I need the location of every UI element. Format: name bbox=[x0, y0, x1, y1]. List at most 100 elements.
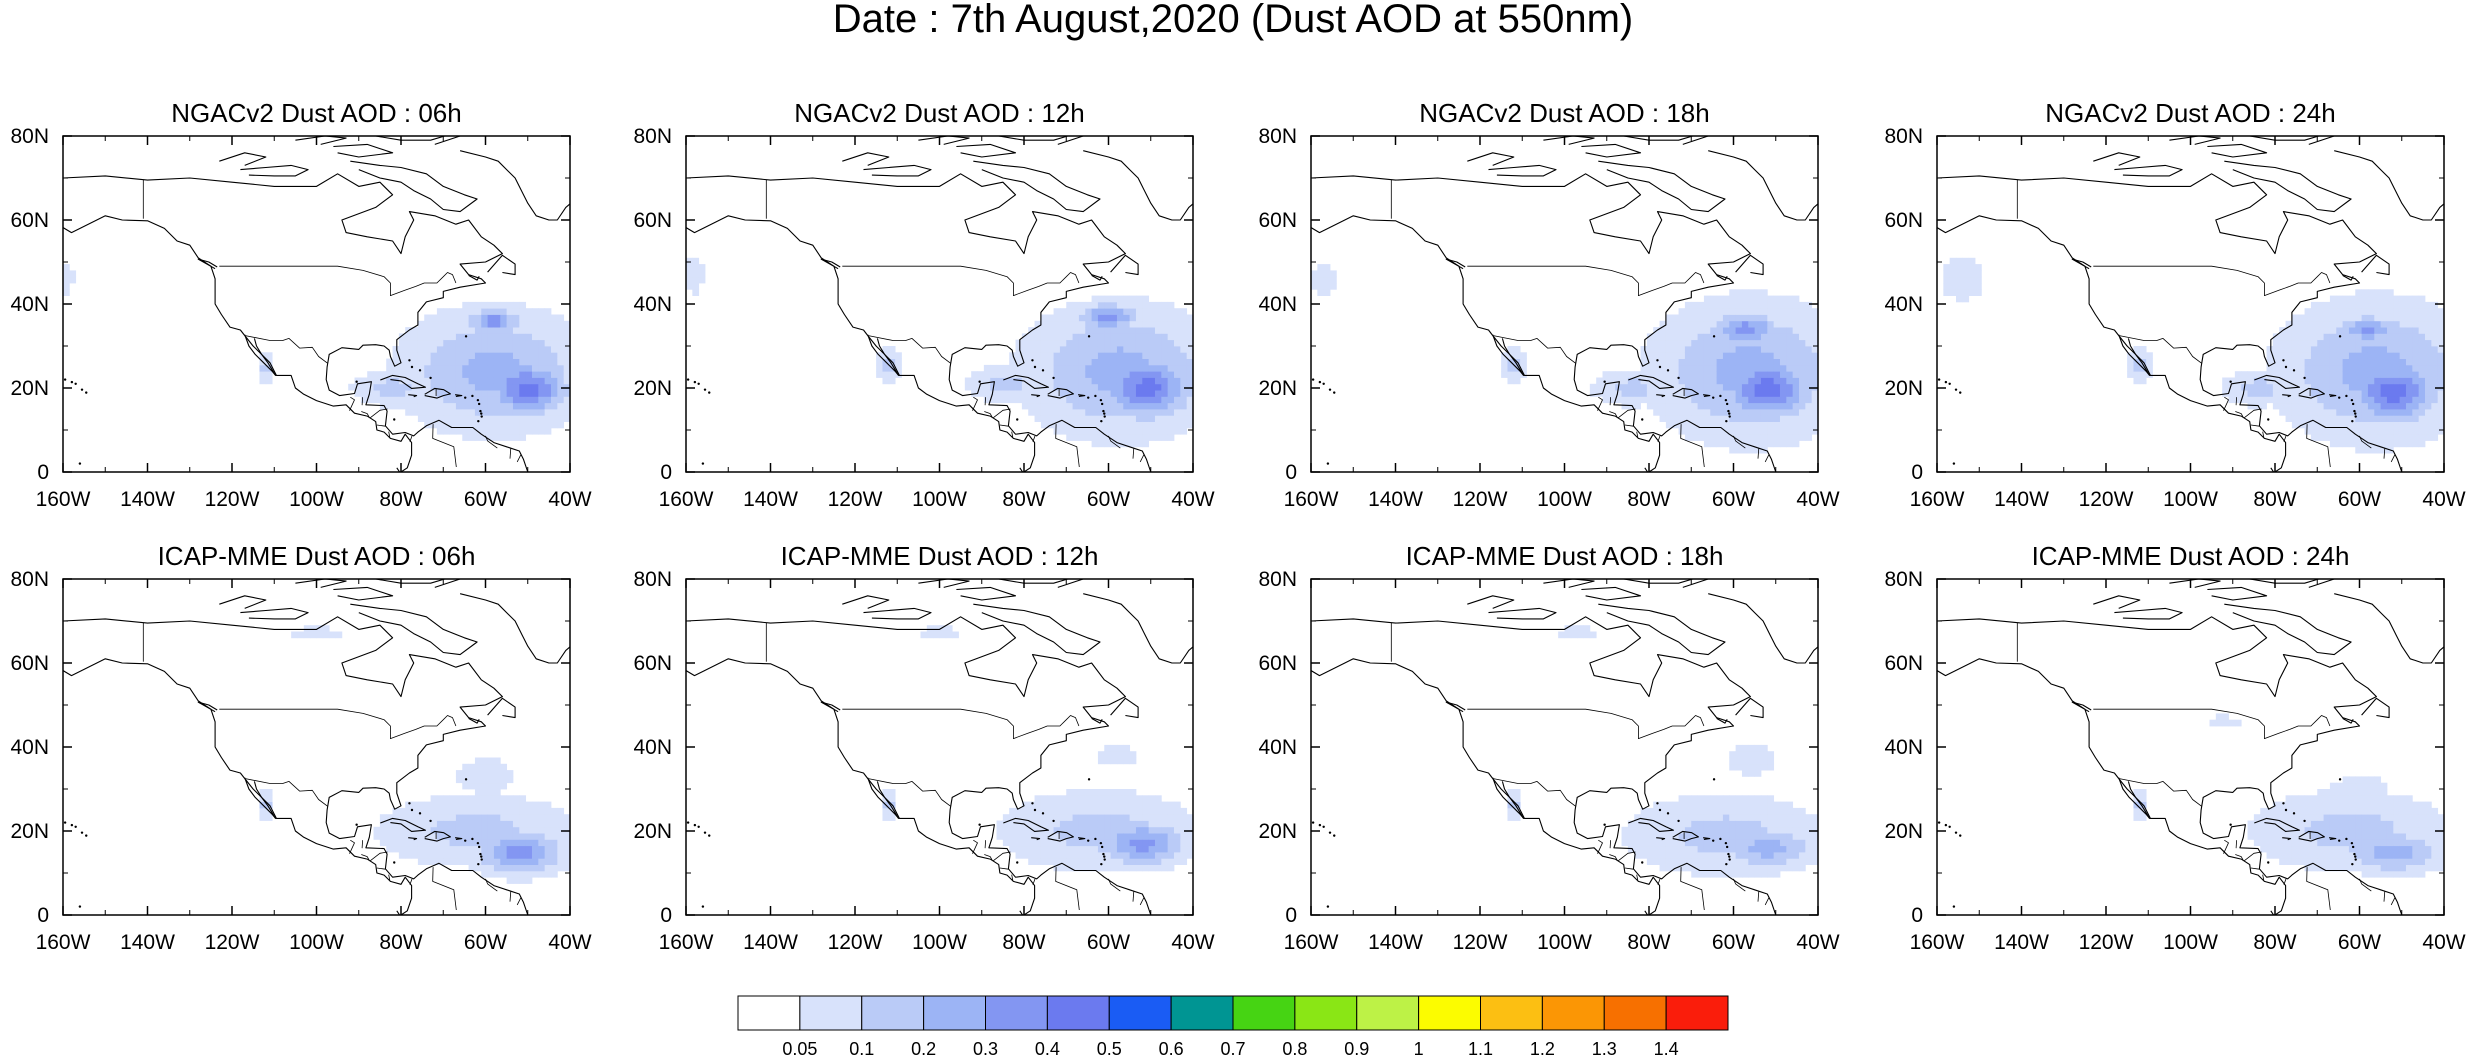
aod-cell bbox=[1805, 352, 1813, 359]
coastline bbox=[1628, 817, 1675, 832]
aod-cell bbox=[512, 833, 520, 840]
aod-cell bbox=[2279, 390, 2286, 397]
island-dot bbox=[1052, 376, 1055, 380]
aod-cell bbox=[2418, 845, 2426, 853]
aod-cell bbox=[405, 396, 412, 404]
aod-cell bbox=[2393, 415, 2401, 422]
aod-cell bbox=[1805, 434, 1813, 441]
aod-cell bbox=[2361, 826, 2369, 834]
aod-cell bbox=[1792, 839, 1800, 847]
aod-cell bbox=[449, 801, 457, 809]
aod-cell bbox=[1659, 320, 1667, 328]
aod-cell bbox=[2374, 858, 2382, 865]
aod-cell bbox=[487, 308, 495, 315]
aod-cell bbox=[2374, 333, 2382, 341]
aod-cell bbox=[2304, 858, 2312, 865]
aod-cell bbox=[392, 358, 400, 366]
aod-cell bbox=[2437, 839, 2444, 847]
aod-cell bbox=[1040, 320, 1048, 328]
country-border bbox=[1636, 431, 1639, 439]
aod-cell bbox=[392, 396, 400, 404]
aod-cell bbox=[1104, 427, 1112, 435]
aod-cell bbox=[531, 807, 539, 815]
aod-cell bbox=[493, 377, 501, 385]
aod-cell bbox=[2336, 820, 2343, 828]
aod-cell bbox=[686, 257, 693, 265]
aod-cell bbox=[1059, 845, 1067, 853]
aod-cell bbox=[1805, 327, 1813, 334]
island-dot bbox=[693, 380, 697, 384]
aod-cell bbox=[1180, 358, 1188, 366]
aod-cell bbox=[2355, 434, 2363, 441]
aod-cell bbox=[1798, 371, 1806, 378]
aod-cell bbox=[1173, 364, 1181, 372]
aod-cell bbox=[430, 402, 438, 410]
aod-cell bbox=[882, 364, 890, 372]
lon-tick-label: 160W bbox=[1284, 488, 1339, 511]
aod-cell bbox=[2424, 327, 2432, 334]
aod-cell bbox=[2317, 314, 2324, 322]
aod-cell bbox=[1741, 744, 1749, 752]
aod-cell bbox=[303, 631, 311, 639]
aod-cell bbox=[1104, 333, 1112, 341]
aod-cell bbox=[519, 807, 527, 815]
aod-cell bbox=[455, 421, 463, 429]
aod-cell bbox=[417, 839, 425, 847]
aod-cell bbox=[2399, 826, 2407, 834]
aod-cell bbox=[2361, 789, 2369, 796]
aod-cell bbox=[1104, 826, 1112, 834]
aod-cell bbox=[1053, 415, 1061, 422]
aod-cell bbox=[2431, 820, 2439, 828]
aod-cell bbox=[411, 383, 419, 391]
aod-cell bbox=[2291, 390, 2299, 397]
aod-cell bbox=[379, 839, 387, 847]
aod-cell bbox=[1173, 339, 1181, 347]
aod-cell bbox=[2418, 833, 2426, 840]
aod-cell bbox=[519, 301, 527, 309]
aod-cell bbox=[1078, 390, 1086, 397]
aod-cell bbox=[493, 421, 501, 429]
aod-cell bbox=[1634, 852, 1641, 859]
aod-cell bbox=[493, 364, 501, 372]
aod-cell bbox=[2374, 352, 2382, 359]
aod-cell bbox=[2317, 339, 2324, 347]
aod-cell bbox=[1091, 434, 1099, 441]
aod-cell bbox=[1729, 833, 1737, 840]
aod-cell bbox=[2266, 845, 2274, 853]
aod-cell bbox=[2253, 814, 2261, 821]
aod-cell bbox=[468, 415, 476, 422]
aod-cell bbox=[2336, 358, 2343, 366]
island-dot bbox=[1658, 808, 1662, 812]
aod-cell bbox=[2380, 308, 2388, 315]
aod-cell bbox=[2304, 845, 2312, 853]
panel-title: NGACv2 Dust AOD : 18h bbox=[1419, 98, 1709, 128]
aod-cell bbox=[2386, 795, 2394, 802]
aod-cell bbox=[2418, 427, 2426, 435]
aod-cell bbox=[1741, 415, 1749, 422]
aod-cell bbox=[2399, 383, 2407, 391]
aod-cell bbox=[1672, 858, 1679, 865]
aod-cell bbox=[1779, 820, 1787, 828]
coastline bbox=[63, 173, 529, 472]
aod-cell bbox=[1180, 352, 1188, 359]
aod-cell bbox=[2310, 858, 2318, 865]
aod-cell bbox=[1078, 346, 1086, 353]
aod-cell bbox=[1665, 371, 1673, 378]
aod-cell bbox=[2323, 409, 2331, 416]
aod-cell bbox=[2323, 358, 2331, 366]
aod-cell bbox=[481, 795, 489, 802]
aod-cell bbox=[531, 308, 539, 315]
aod-cell bbox=[996, 390, 1004, 397]
aod-cell bbox=[1716, 320, 1724, 328]
aod-cell bbox=[1142, 346, 1150, 353]
aod-cell bbox=[1640, 396, 1648, 404]
aod-cell bbox=[2412, 826, 2420, 834]
aod-cell bbox=[1142, 820, 1150, 828]
coastline bbox=[244, 334, 277, 376]
coastline bbox=[1003, 374, 1050, 389]
aod-cell bbox=[455, 858, 463, 865]
aod-cell bbox=[2355, 333, 2363, 341]
aod-cell bbox=[506, 839, 514, 847]
aod-cell bbox=[1015, 826, 1023, 834]
aod-cell bbox=[557, 333, 565, 341]
